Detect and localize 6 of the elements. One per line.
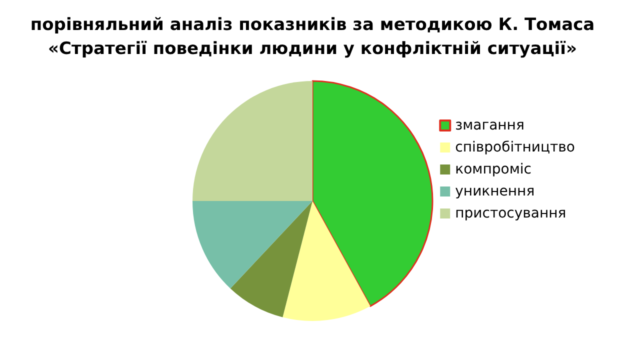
legend-label: пристосування xyxy=(455,206,566,222)
legend-label: змагання xyxy=(455,118,524,134)
legend-label: уникнення xyxy=(455,184,535,200)
legend-label: співробітництво xyxy=(455,140,575,156)
chart-title: порівняльний аналіз показників за методикою К. Томаса «Стратегії поведінки людини у конфліктній ситуації» xyxy=(30,15,595,59)
legend-label: компроміс xyxy=(455,162,532,178)
